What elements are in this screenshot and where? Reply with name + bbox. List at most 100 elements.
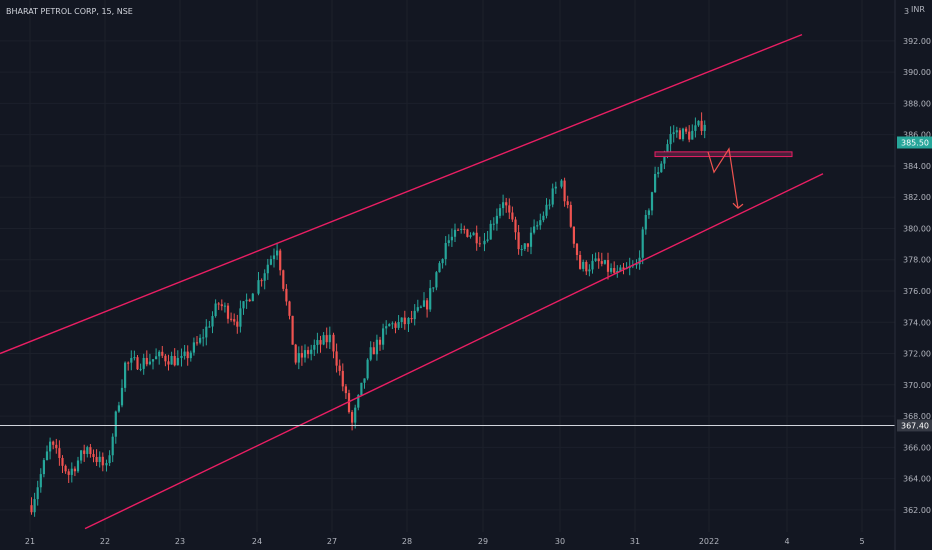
candle-body [432,287,435,289]
candle-body [189,352,192,359]
x-tick-label: 4 [784,537,789,546]
candle-body [347,393,351,413]
x-tick-label: 22 [100,537,110,546]
x-tick-label: 31 [630,537,640,546]
candle-body [495,215,498,224]
candle-body [195,342,199,344]
candle-body [223,305,226,307]
candle-body [151,359,155,362]
candle-body [328,334,331,343]
candle-body [511,212,514,220]
drawings [0,33,895,530]
candle-body [202,337,205,339]
candle-body [124,362,127,388]
candle-body [545,204,548,216]
candle-body [539,220,542,226]
candle-body [42,460,45,475]
candle-body [282,270,285,289]
candle-body [675,130,678,133]
candle-body [61,457,64,466]
x-tick-label: 27 [327,537,337,546]
candle-body [403,317,406,325]
y-tick-label: 390.00 [903,68,931,77]
y-tick-label: 382.00 [903,193,931,202]
candle-body [650,192,654,211]
y-tick-label: 368.00 [903,412,931,421]
candle-body [260,280,263,282]
candle-body [117,405,120,412]
candle-body [92,454,95,457]
candle-body [529,232,533,247]
candle-body [407,317,410,325]
candle-body [472,232,475,236]
candle-body [45,451,49,461]
candle-body [419,306,422,308]
candle-body [585,261,588,272]
candle-body [217,303,220,305]
candle-body [551,188,554,205]
candle-body [691,130,694,140]
candle-body [49,441,52,452]
candle-body [560,180,563,187]
candle-body [257,280,260,294]
candle-body [136,357,139,370]
candle-body [700,120,703,131]
candle-body [486,239,489,241]
last-price-label: 385.50 [901,138,929,147]
candle-body [523,243,526,250]
x-tick-label: 24 [252,537,262,546]
currency-label[interactable]: INR [911,5,925,14]
candle-body [475,232,478,244]
candle-body [208,326,211,328]
candle-body [251,293,254,302]
candle-body [316,340,319,345]
candle-body [173,355,176,366]
level-price-badge [897,419,932,432]
candle-body [657,172,660,174]
candle-body [180,355,183,358]
candle-body [397,322,400,328]
projected-path [707,147,739,209]
candle-body [226,305,230,319]
candle-body [591,260,594,270]
candle-body [378,339,382,345]
candle-body [526,243,529,247]
candle-body [478,243,481,245]
candle-body [569,204,572,227]
candle-body [429,288,432,310]
candle-body [108,455,111,464]
candle-body [669,134,672,145]
candle-body [263,273,266,281]
candle-body [520,249,523,251]
candle-body [67,471,70,475]
candle-body [105,463,108,466]
y-tick-label: 366.00 [903,443,931,452]
candle-body [288,301,291,316]
level-price-label: 367.40 [901,421,929,430]
symbol-title: BHARAT PETROL CORP, 15, NSE [6,7,133,16]
candle-body [230,318,233,320]
candle-body [566,201,569,205]
y-tick-label: 386.00 [903,131,931,140]
channel-upper-line [0,33,803,355]
candle-body [325,335,328,343]
candle-body [272,255,276,260]
candle-body [413,310,416,320]
price-axis[interactable]: 392.00 390.00 388.00 386.00 384.00 382.00 380.… [903,37,931,515]
candle-body [167,361,170,365]
candle-body [703,124,706,131]
candle-body [369,347,372,360]
candle-body [248,299,251,302]
x-tick-label: 30 [555,537,565,546]
candle-body [307,350,310,355]
candle-body [130,358,133,363]
candle-body [139,368,142,370]
candle-body [192,342,195,353]
time-axis[interactable]: 21 22 23 24 27 28 29 30 31 2022 4 5 [25,537,865,546]
candle-body [375,339,378,355]
candle-body [663,154,666,164]
candle-body [30,505,33,513]
y-tick-label: 364.00 [903,475,931,484]
candles [30,112,706,517]
